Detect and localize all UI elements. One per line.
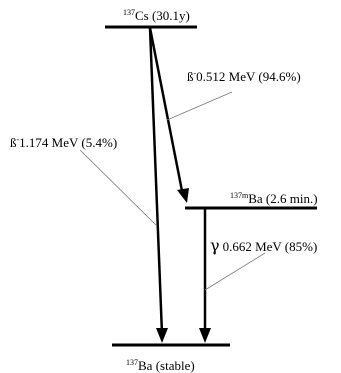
leader-beta-minor (79, 149, 157, 226)
label-ba137-stable: 137Ba (stable) (126, 358, 195, 373)
label-cs137: 137Cs (30.1y) (123, 8, 190, 23)
label-gamma: γ 0.662 MeV (85%) (210, 236, 317, 255)
leader-beta-major (166, 91, 233, 121)
arrowhead-gamma (199, 328, 211, 343)
label-beta-major: ß-0.512 MeV (94.6%) (187, 69, 301, 84)
label-ba137m: 137mBa (2.6 min.) (230, 191, 318, 206)
arrow-beta-minor (148, 27, 164, 335)
leader-gamma (204, 252, 266, 291)
label-beta-minor: ß-1.174 MeV (5.4%) (10, 135, 117, 150)
arrow-beta-major (148, 27, 185, 197)
arrowhead-beta-major (177, 188, 189, 203)
arrowhead-beta-minor (156, 328, 168, 343)
